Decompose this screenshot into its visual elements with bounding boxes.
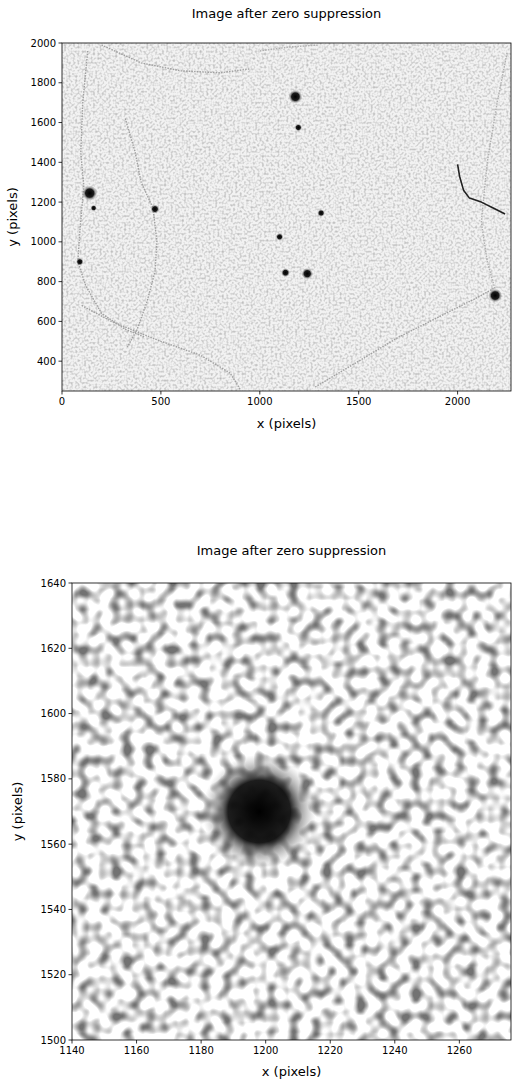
y-tick xyxy=(59,361,63,362)
x-tick-label: 0 xyxy=(59,396,65,407)
track xyxy=(102,45,250,73)
track xyxy=(82,305,240,389)
track xyxy=(78,51,145,337)
y-tick xyxy=(69,844,73,845)
y-tick-label: 600 xyxy=(37,316,56,327)
x-tick xyxy=(160,391,161,395)
title: Image after zero suppression xyxy=(197,543,387,558)
y-tick xyxy=(59,281,63,282)
y-tick xyxy=(69,648,73,649)
image-background xyxy=(62,43,511,391)
frame xyxy=(62,43,511,391)
x-tick xyxy=(265,1040,266,1044)
x-tick-label: 1160 xyxy=(124,1045,149,1056)
x-tick xyxy=(459,1040,460,1044)
x-tick xyxy=(457,391,458,395)
y-tick-label: 1560 xyxy=(41,839,66,850)
y-tick xyxy=(69,974,73,975)
y-tick-label: 1580 xyxy=(41,773,66,784)
x-tick-label: 1220 xyxy=(318,1045,343,1056)
y-tick-label: 1640 xyxy=(41,578,66,589)
spot xyxy=(276,233,284,241)
x-axis-title: x (pixels) xyxy=(262,1064,322,1079)
spot xyxy=(288,90,302,104)
x-tick-label: 1500 xyxy=(346,396,371,407)
spot xyxy=(317,209,325,217)
image-noise xyxy=(72,583,511,1040)
image-noise xyxy=(62,43,511,391)
y-axis-title: y (pixels) xyxy=(5,187,20,247)
x-tick xyxy=(62,391,63,395)
y-tick xyxy=(59,321,63,322)
y-tick xyxy=(59,241,63,242)
spot xyxy=(76,258,84,266)
spot xyxy=(82,186,97,201)
spot xyxy=(302,268,313,279)
y-axis-title: y (pixels) xyxy=(10,782,25,842)
x-tick-label: 1180 xyxy=(188,1045,213,1056)
y-tick-label: 1800 xyxy=(31,77,56,88)
y-tick-label: 1620 xyxy=(41,643,66,654)
x-tick-label: 1200 xyxy=(253,1045,278,1056)
spot xyxy=(90,205,96,211)
y-tick xyxy=(59,43,63,44)
y-tick-label: 1520 xyxy=(41,969,66,980)
y-tick xyxy=(69,1040,73,1041)
x-tick xyxy=(394,1040,395,1044)
x-tick-label: 2000 xyxy=(445,396,470,407)
spot xyxy=(295,124,303,132)
y-tick-label: 1000 xyxy=(31,236,56,247)
y-tick xyxy=(59,82,63,83)
y-tick-label: 1200 xyxy=(31,197,56,208)
y-tick-label: 2000 xyxy=(31,38,56,49)
y-tick-label: 1400 xyxy=(31,157,56,168)
x-axis-title: x (pixels) xyxy=(257,416,317,431)
x-tick-label: 1240 xyxy=(382,1045,407,1056)
x-tick xyxy=(72,1040,73,1044)
spot xyxy=(151,205,160,214)
page: 0 500 1000 1500 2000 400 600 800 1000 1200 1400 160… xyxy=(0,0,518,1086)
frame xyxy=(72,583,511,1040)
y-tick xyxy=(59,162,63,163)
y-tick-label: 800 xyxy=(37,276,56,287)
track xyxy=(315,288,495,387)
title: Image after zero suppression xyxy=(192,6,382,21)
y-tick xyxy=(59,202,63,203)
track xyxy=(458,164,505,214)
y-tick xyxy=(69,713,73,714)
x-tick xyxy=(201,1040,202,1044)
y-tick-label: 1600 xyxy=(31,117,56,128)
x-tick-label: 500 xyxy=(151,396,170,407)
x-tick xyxy=(330,1040,331,1044)
track xyxy=(125,119,157,348)
y-tick xyxy=(59,122,63,123)
y-tick xyxy=(69,909,73,910)
x-tick-label: 1140 xyxy=(59,1045,84,1056)
track xyxy=(481,53,507,290)
spot xyxy=(488,289,502,303)
x-tick-label: 1260 xyxy=(447,1045,472,1056)
x-tick-label: 1000 xyxy=(247,396,272,407)
track xyxy=(260,45,319,51)
x-tick xyxy=(136,1040,137,1044)
y-tick-label: 1500 xyxy=(41,1035,66,1046)
x-tick xyxy=(259,391,260,395)
spot xyxy=(202,755,316,869)
x-tick xyxy=(358,391,359,395)
y-tick-label: 400 xyxy=(37,356,56,367)
image-background xyxy=(72,583,511,1040)
y-tick xyxy=(69,778,73,779)
y-tick xyxy=(69,583,73,584)
plot-area xyxy=(72,583,511,1040)
y-tick-label: 1540 xyxy=(41,904,66,915)
spot xyxy=(281,268,290,277)
plot-area xyxy=(62,43,511,391)
y-tick-label: 1600 xyxy=(41,708,66,719)
